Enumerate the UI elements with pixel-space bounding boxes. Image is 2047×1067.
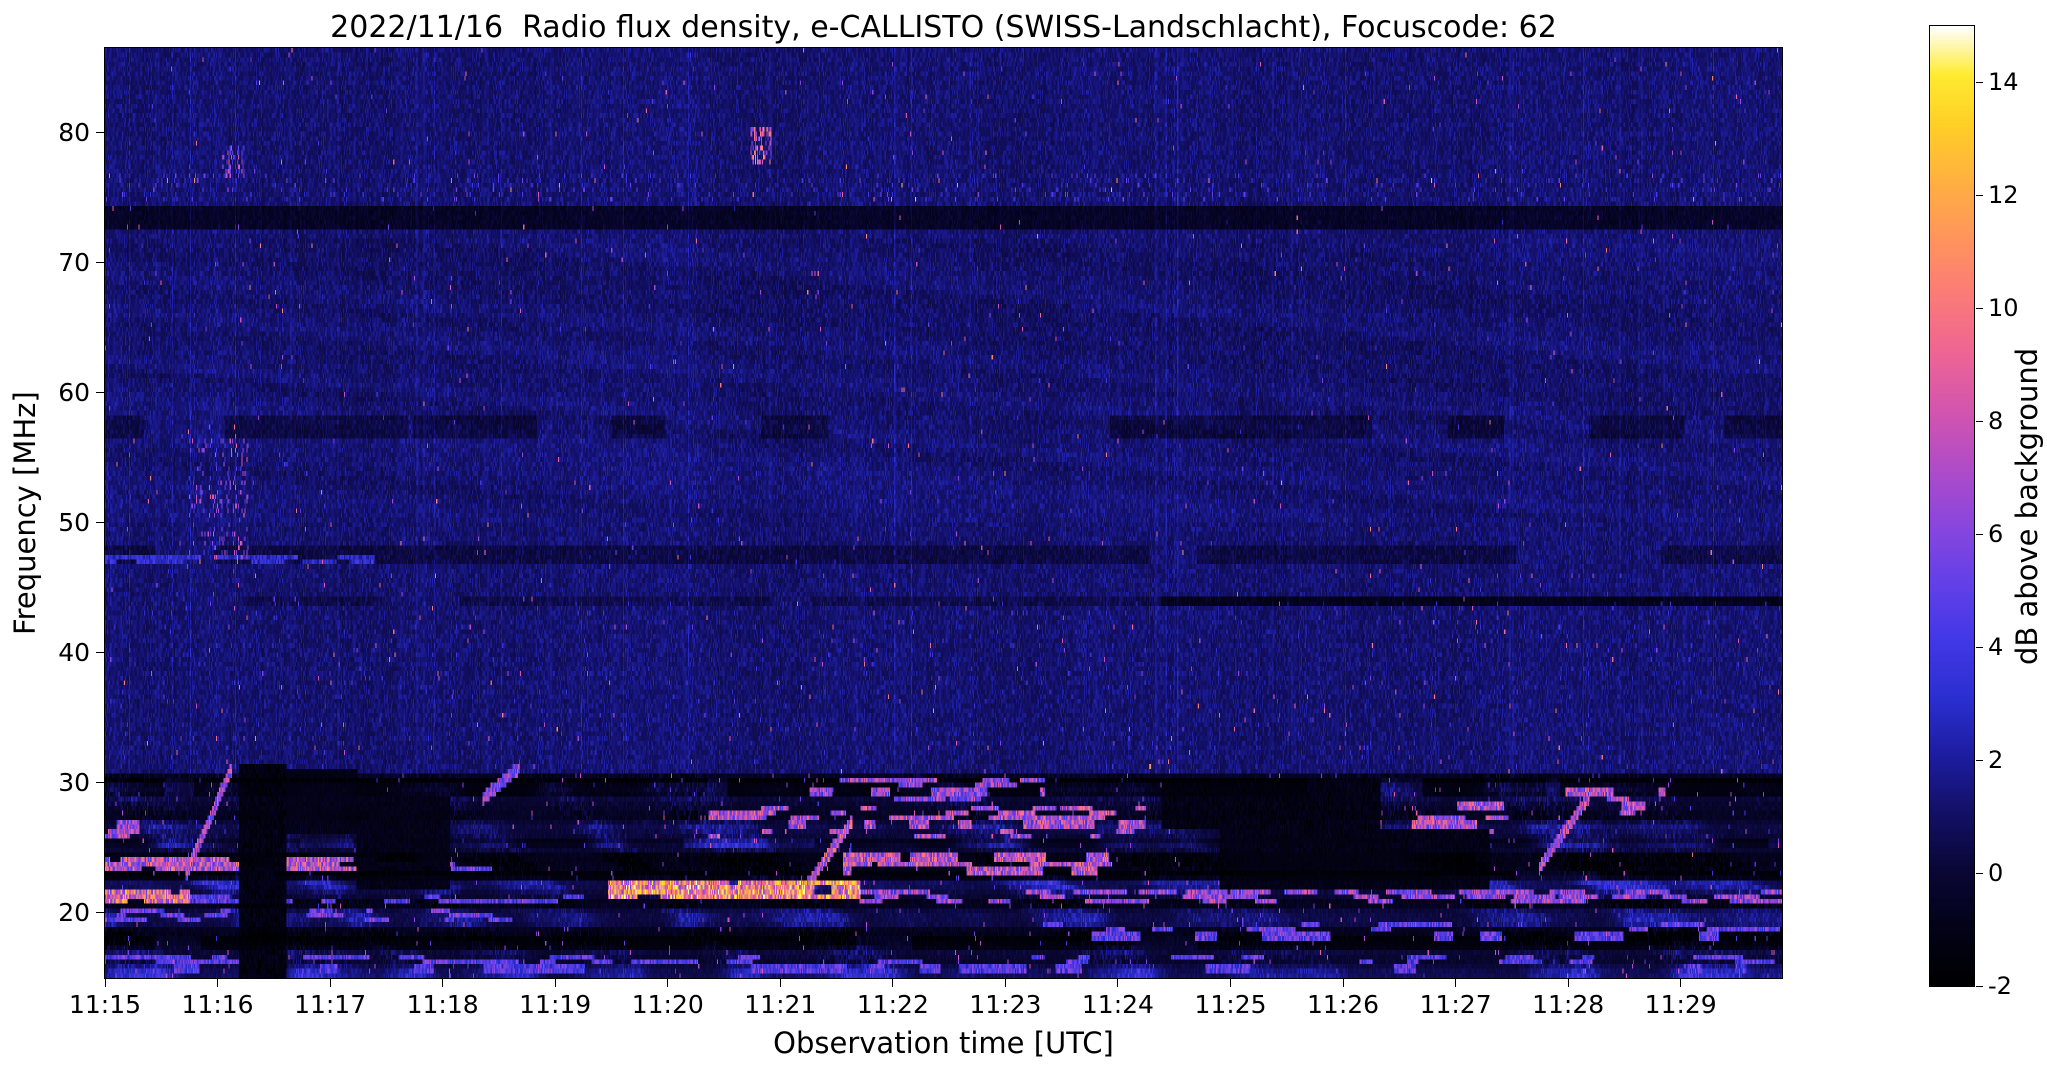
y-tick-label: 40 bbox=[58, 637, 90, 667]
colorbar-label: dB above background bbox=[2010, 347, 2044, 665]
x-tick-label: 11:29 bbox=[1644, 990, 1717, 1019]
x-tick-mark bbox=[667, 979, 669, 987]
x-tick-label: 11:20 bbox=[631, 990, 704, 1019]
spectrogram-heatmap bbox=[105, 48, 1782, 978]
x-tick-label: 11:22 bbox=[856, 990, 929, 1019]
x-tick-label: 11:23 bbox=[969, 990, 1042, 1019]
x-tick-label: 11:17 bbox=[294, 990, 367, 1019]
x-tick-mark bbox=[1567, 979, 1569, 987]
y-tick-label: 30 bbox=[58, 767, 90, 797]
colorbar-tick-mark bbox=[1976, 420, 1983, 422]
colorbar-tick-mark bbox=[1976, 81, 1983, 83]
x-tick-label: 11:26 bbox=[1307, 990, 1380, 1019]
colorbar-tick-label: 0 bbox=[1988, 859, 2004, 888]
x-tick-mark bbox=[1004, 979, 1006, 987]
colorbar-tick-label: 4 bbox=[1988, 633, 2004, 662]
x-tick-mark bbox=[1455, 979, 1457, 987]
y-tick-mark bbox=[96, 652, 104, 654]
colorbar-tick-mark bbox=[1976, 533, 1983, 535]
colorbar-tick-mark bbox=[1976, 985, 1983, 987]
colorbar-tick-mark bbox=[1976, 872, 1983, 874]
y-tick-label: 20 bbox=[58, 897, 90, 927]
x-tick-label: 11:18 bbox=[406, 990, 479, 1019]
x-tick-label: 11:24 bbox=[1081, 990, 1154, 1019]
x-tick-label: 11:15 bbox=[68, 990, 142, 1019]
x-tick-label: 11:27 bbox=[1419, 990, 1492, 1019]
y-tick-label: 50 bbox=[58, 507, 90, 537]
y-tick-mark bbox=[96, 132, 104, 134]
y-tick-mark bbox=[96, 522, 104, 524]
colorbar-tick-label: 8 bbox=[1988, 407, 2004, 436]
x-tick-mark bbox=[1342, 979, 1344, 987]
y-tick-mark bbox=[96, 262, 104, 264]
colorbar-tick-mark bbox=[1976, 194, 1983, 196]
x-tick-mark bbox=[554, 979, 556, 987]
x-tick-mark bbox=[104, 979, 106, 987]
x-tick-mark bbox=[217, 979, 219, 987]
colorbar-tick-label: 6 bbox=[1988, 520, 2004, 549]
y-tick-label: 70 bbox=[58, 247, 90, 277]
colorbar-tick-label: -2 bbox=[1988, 972, 2012, 1000]
x-tick-mark bbox=[1117, 979, 1119, 987]
x-tick-mark bbox=[1230, 979, 1231, 987]
colorbar-tick-label: 10 bbox=[1988, 294, 2019, 323]
colorbar bbox=[1929, 25, 1975, 987]
x-tick-label: 11:28 bbox=[1532, 990, 1605, 1019]
y-tick-mark bbox=[96, 912, 104, 914]
x-tick-label: 11:25 bbox=[1194, 990, 1267, 1019]
colorbar-tick-mark bbox=[1976, 759, 1983, 761]
y-tick-mark bbox=[96, 782, 104, 784]
y-tick-mark bbox=[96, 392, 104, 394]
y-tick-label: 60 bbox=[58, 377, 90, 407]
x-tick-mark bbox=[1680, 979, 1682, 987]
plot-title: 2022/11/16 Radio flux density, e-CALLIST… bbox=[330, 10, 1557, 45]
x-tick-label: 11:21 bbox=[744, 990, 817, 1019]
y-tick-label: 80 bbox=[58, 117, 90, 147]
colorbar-tick-label: 12 bbox=[1988, 181, 2019, 210]
x-axis-label: Observation time [UTC] bbox=[773, 1026, 1114, 1060]
x-tick-label: 11:19 bbox=[519, 990, 592, 1019]
x-tick-mark bbox=[892, 979, 894, 987]
colorbar-tick-label: 14 bbox=[1988, 68, 2019, 97]
x-tick-label: 11:16 bbox=[181, 990, 254, 1019]
colorbar-tick-label: 2 bbox=[1988, 746, 2004, 775]
colorbar-tick-mark bbox=[1976, 646, 1983, 648]
x-tick-mark bbox=[329, 979, 331, 987]
colorbar-gradient bbox=[1930, 26, 1974, 986]
plot-area bbox=[104, 47, 1783, 979]
x-tick-mark bbox=[442, 979, 444, 987]
x-tick-mark bbox=[779, 979, 781, 987]
colorbar-tick-mark bbox=[1976, 307, 1983, 309]
